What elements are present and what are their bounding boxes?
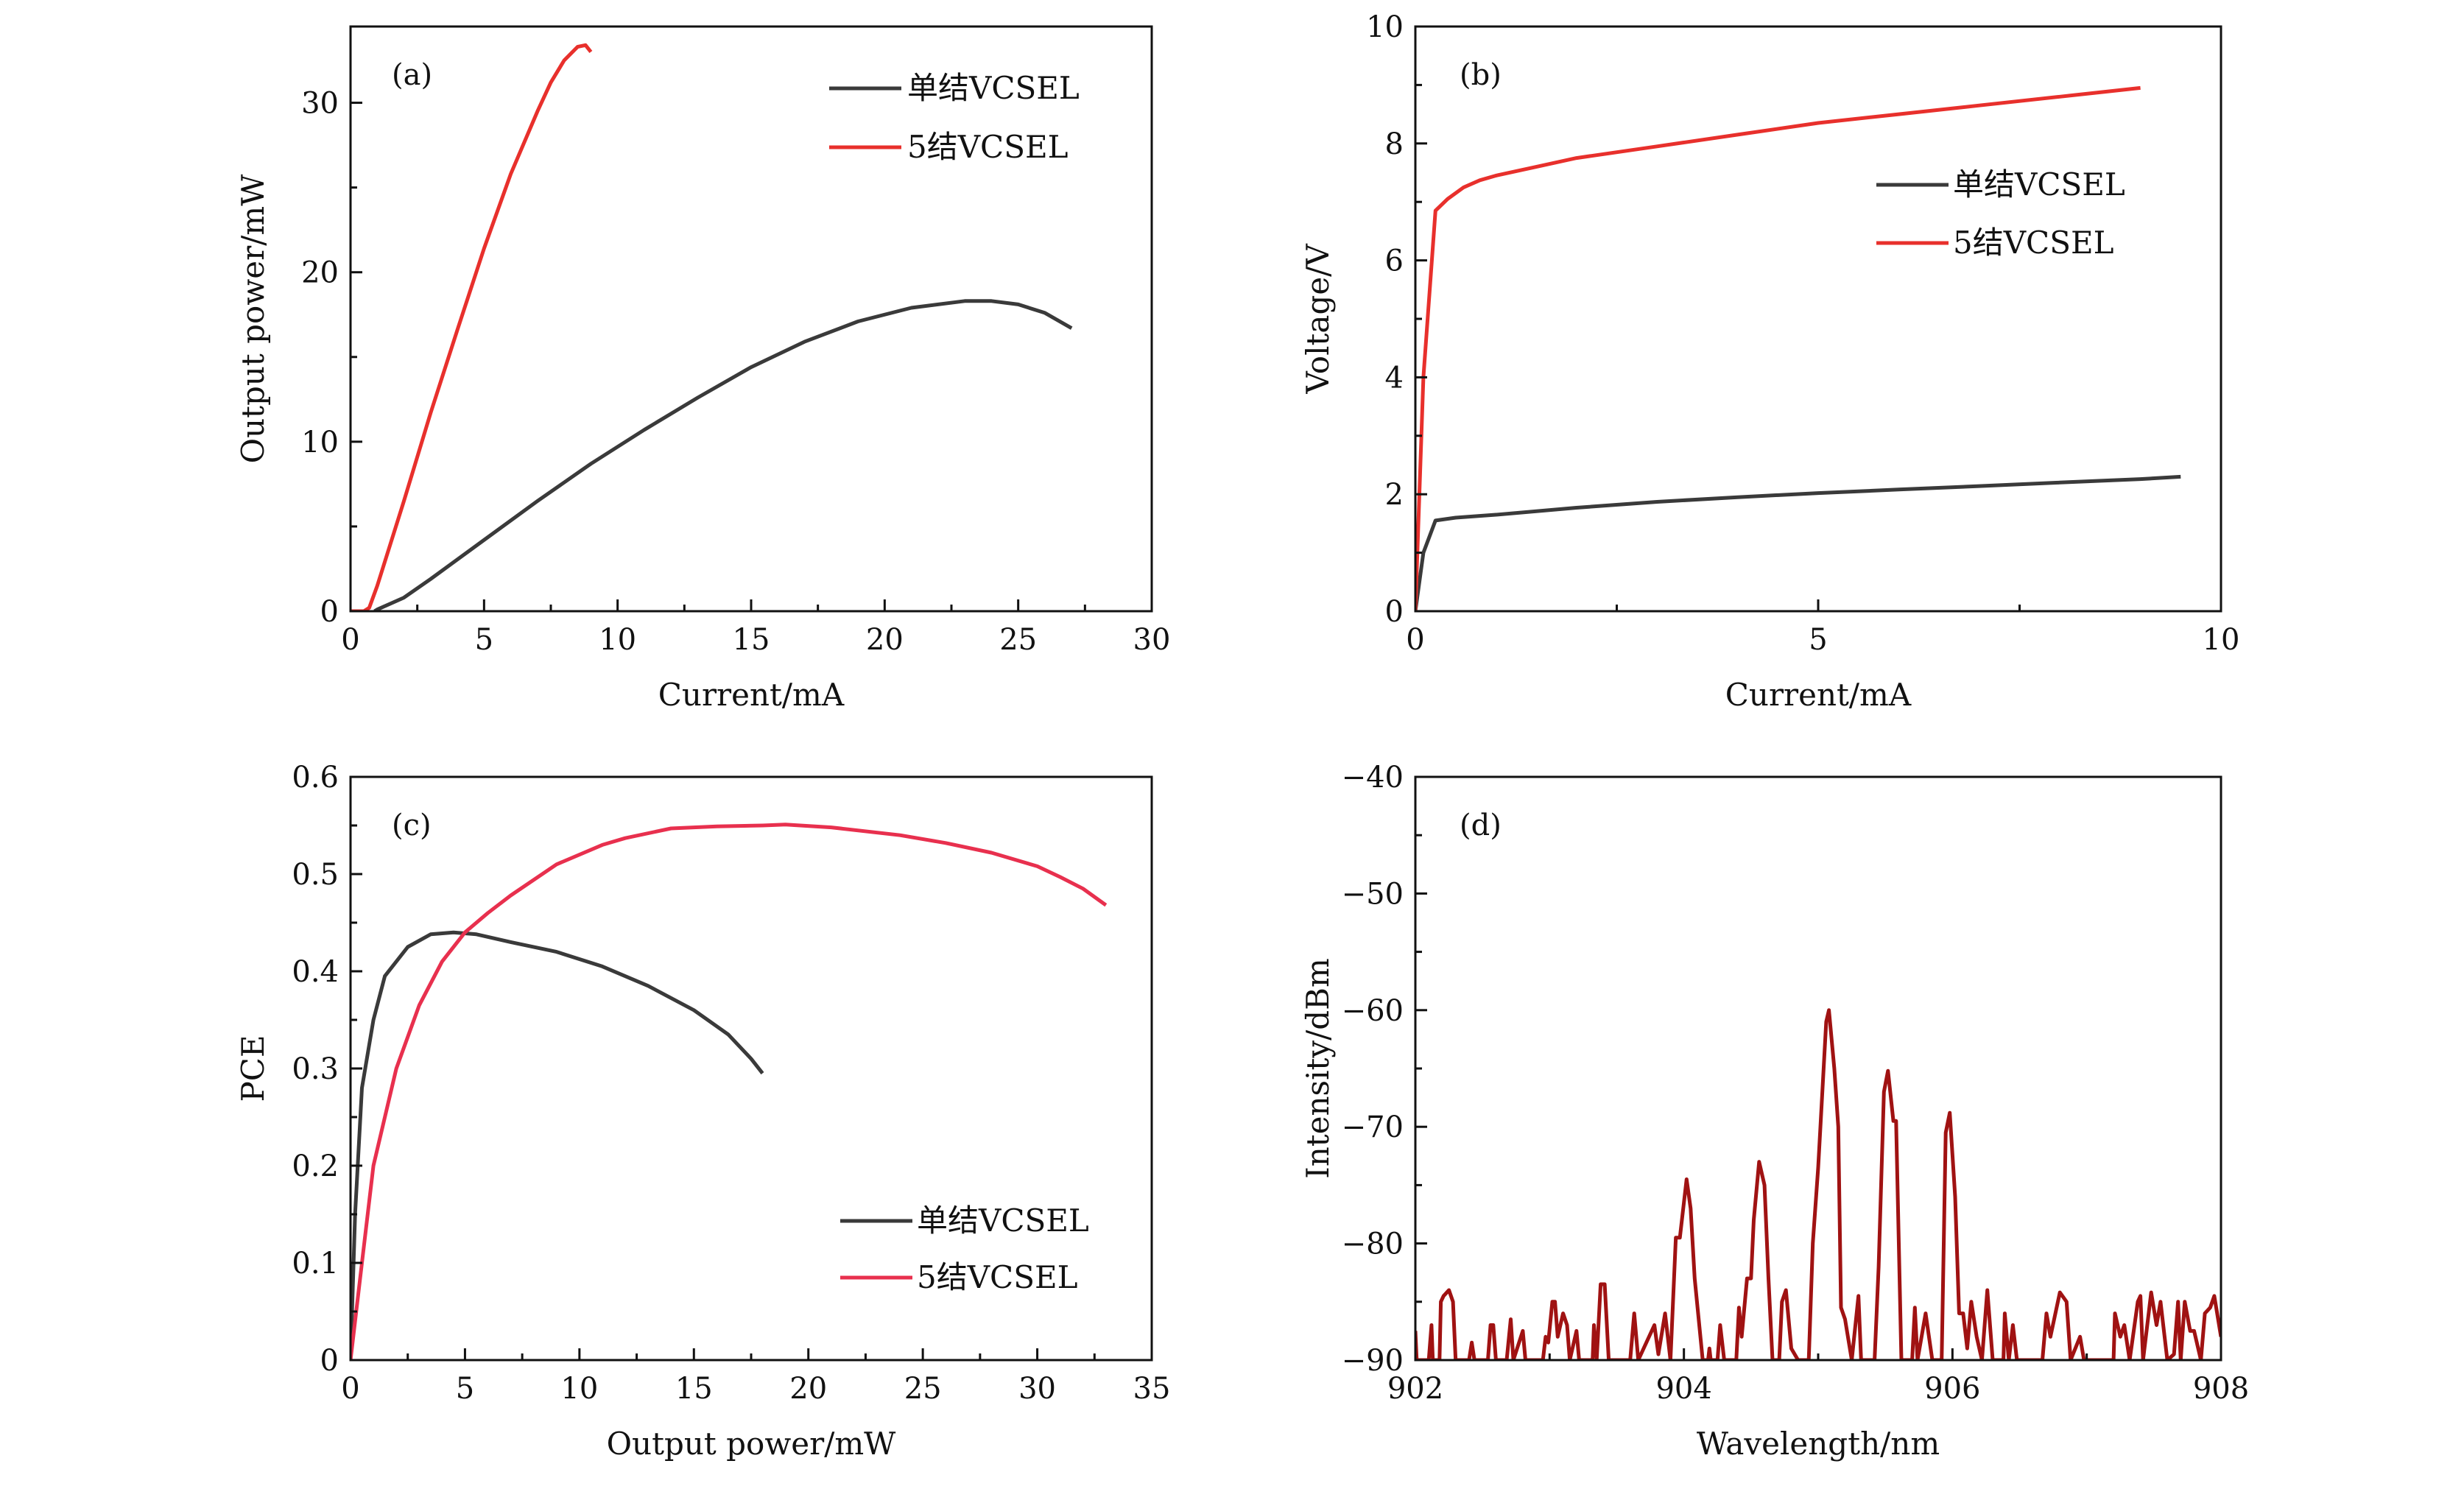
x-tick-label: 908 <box>2193 1372 2249 1406</box>
panel-label: (c) <box>392 809 432 842</box>
y-tick-label: 0.2 <box>292 1149 339 1183</box>
x-tick-label: 906 <box>1924 1372 1980 1406</box>
panel-label: (a) <box>392 58 432 92</box>
x-tick-label: 0 <box>341 623 359 657</box>
y-tick-label: 20 <box>301 256 339 290</box>
legend: 单结VCSEL 5结VCSEL <box>1876 166 2125 261</box>
x-tick-label: 20 <box>866 623 904 657</box>
panel-d: 902 904 906 908 −90 −80 −70 −60 −50 −40 Wavelength… <box>1300 761 2249 1462</box>
x-tick-label: 0 <box>1406 623 1424 657</box>
plot-frame <box>1414 775 2222 1362</box>
legend: 单结VCSEL 5结VCSEL <box>829 70 1080 165</box>
y-axis-label: PCE <box>235 1035 271 1102</box>
x-axis-label: Wavelength/nm <box>1697 1426 1940 1462</box>
y-axis-label: Voltage/V <box>1300 244 1336 395</box>
y-tick-label: 2 <box>1385 478 1404 512</box>
x-tick-label: 30 <box>1133 623 1171 657</box>
series-line-1 <box>351 43 593 611</box>
y-tick-label: 0.5 <box>292 858 339 892</box>
y-tick-label: 8 <box>1385 127 1404 161</box>
y-tick-label: 10 <box>1366 10 1404 44</box>
panel-label: (d) <box>1460 809 1502 842</box>
series-line-0 <box>1415 1008 2221 1360</box>
legend-label: 单结VCSEL <box>907 70 1080 106</box>
y-tick-label: 6 <box>1385 244 1404 278</box>
x-tick-label: 5 <box>456 1372 474 1406</box>
x-tick-label: 10 <box>2203 623 2240 657</box>
y-tick-label: 0.1 <box>292 1247 339 1281</box>
y-tick-label: 0.6 <box>292 761 339 795</box>
legend-label: 单结VCSEL <box>1953 166 2125 203</box>
y-tick-label: −60 <box>1342 994 1404 1028</box>
y-tick-label: 0.3 <box>292 1052 339 1086</box>
legend: 单结VCSEL 5结VCSEL <box>840 1202 1089 1295</box>
x-tick-label: 5 <box>1809 623 1827 657</box>
x-tick-label: 30 <box>1018 1372 1056 1406</box>
x-tick-label: 25 <box>904 1372 942 1406</box>
x-tick-label: 10 <box>560 1372 598 1406</box>
series-line-0 <box>373 299 1073 611</box>
x-tick-label: 10 <box>599 623 636 657</box>
x-axis-label: Current/mA <box>1725 677 1912 713</box>
legend-label: 5结VCSEL <box>907 129 1069 165</box>
x-tick-label: 904 <box>1655 1372 1711 1406</box>
series-line-0 <box>351 930 764 1360</box>
series-line-1 <box>1415 85 2141 611</box>
y-tick-label: 4 <box>1385 361 1404 395</box>
x-tick-label: 5 <box>475 623 493 657</box>
x-tick-label: 902 <box>1387 1372 1443 1406</box>
x-axis-label: Output power/mW <box>607 1426 897 1462</box>
x-axis-label: Current/mA <box>658 677 845 713</box>
x-tick-label: 25 <box>999 623 1037 657</box>
y-tick-label: −90 <box>1342 1344 1404 1378</box>
panel-a: 0 5 10 15 20 25 30 0 10 20 30 Current/mA Output powe… <box>235 25 1171 713</box>
legend-label: 5结VCSEL <box>917 1259 1078 1295</box>
panel-c: 0 5 10 15 20 25 30 35 0 0.1 0.2 0.3 0.4 0.5 0.6 Output … <box>235 761 1170 1462</box>
panel-label: (b) <box>1460 58 1502 92</box>
y-tick-label: 0 <box>1385 595 1404 629</box>
y-tick-label: 0 <box>320 595 339 629</box>
x-tick-label: 15 <box>675 1372 713 1406</box>
plot-frame <box>349 25 1153 613</box>
legend-label: 单结VCSEL <box>917 1202 1089 1239</box>
x-tick-label: 20 <box>789 1372 827 1406</box>
panel-b: 0 5 10 0 2 4 6 8 10 Current/mA Voltage/V (b) 单结VCSEL… <box>1300 10 2239 713</box>
y-axis-label: Intensity/dBm <box>1300 958 1336 1179</box>
y-tick-label: −70 <box>1342 1110 1404 1144</box>
y-axis-label: Output power/mW <box>235 174 271 464</box>
y-tick-label: 30 <box>301 87 339 121</box>
y-tick-label: −40 <box>1342 761 1404 795</box>
plot-frame <box>1414 25 2222 613</box>
y-tick-label: 10 <box>301 426 339 459</box>
x-tick-label: 35 <box>1133 1372 1171 1406</box>
legend-label: 5结VCSEL <box>1953 225 2114 261</box>
series-line-1 <box>351 823 1108 1360</box>
y-tick-label: 0 <box>320 1344 339 1378</box>
y-tick-label: 0.4 <box>292 955 339 989</box>
series-line-0 <box>1415 474 2181 611</box>
y-tick-label: −80 <box>1342 1228 1404 1261</box>
y-tick-label: −50 <box>1342 877 1404 911</box>
x-tick-label: 0 <box>341 1372 359 1406</box>
x-tick-label: 15 <box>733 623 770 657</box>
